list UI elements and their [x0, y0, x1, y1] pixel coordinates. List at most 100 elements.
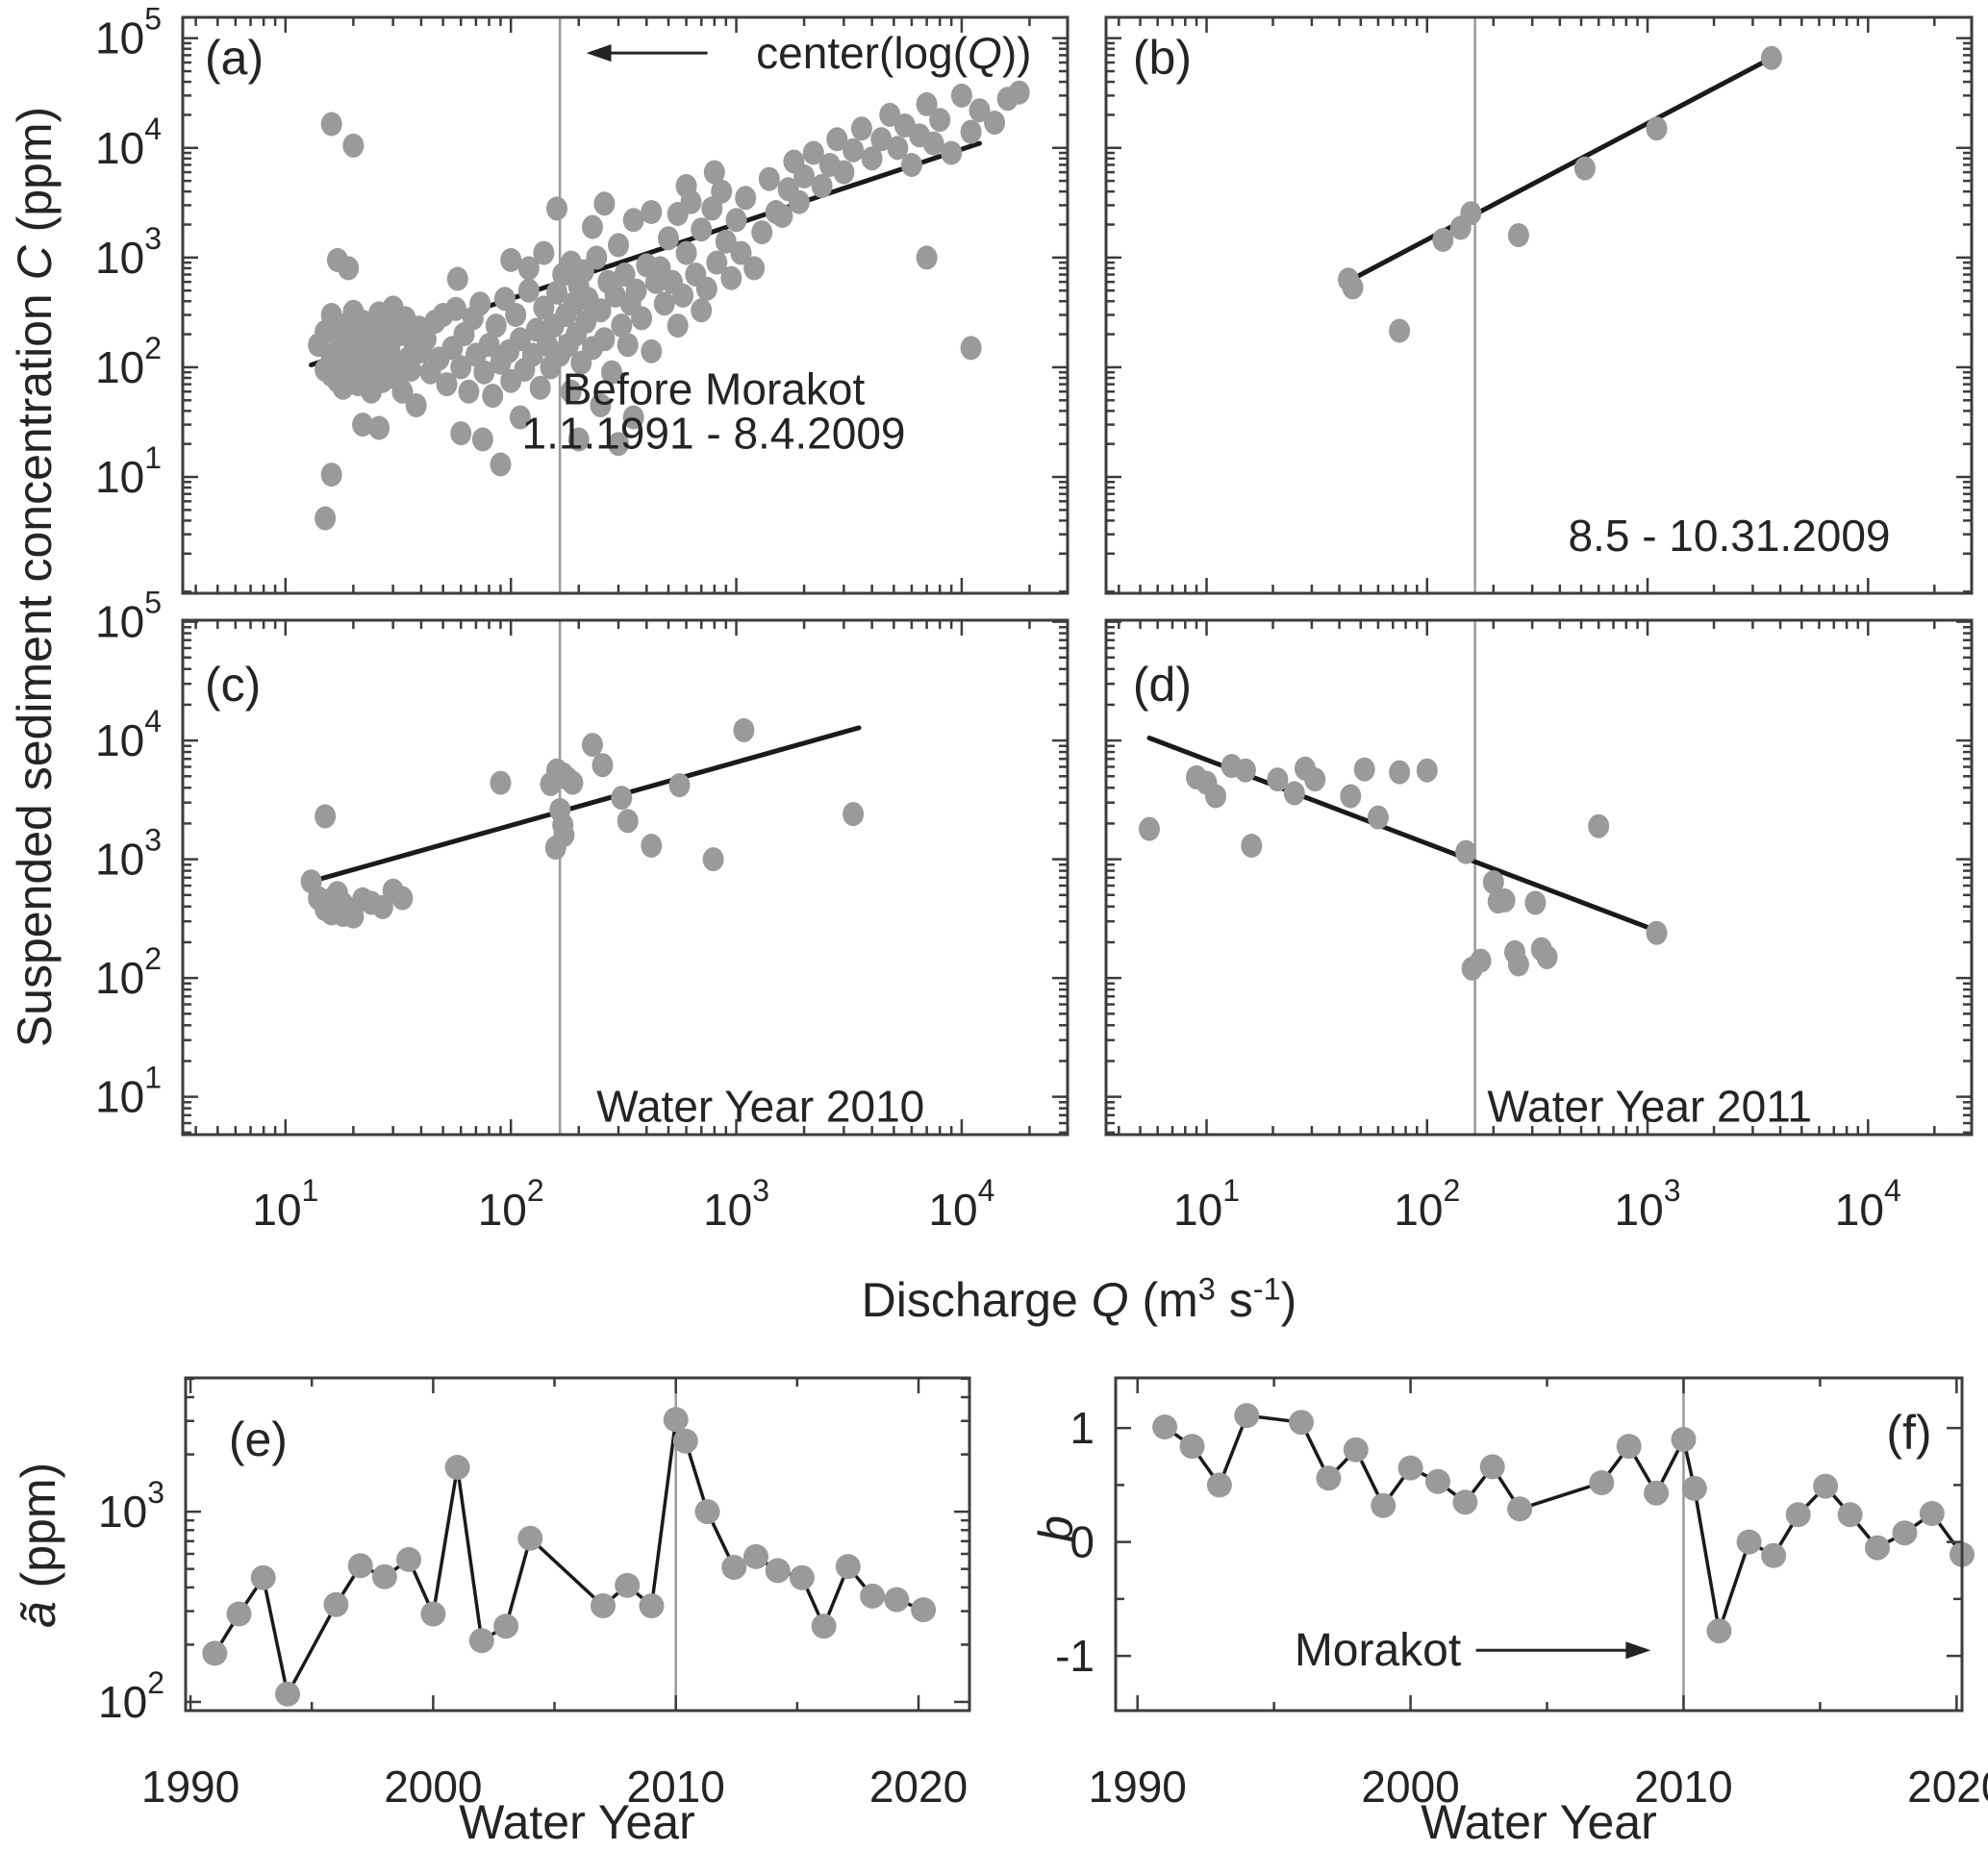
label-part: Q — [1091, 1273, 1129, 1327]
data-point — [691, 217, 713, 242]
data-point — [1482, 870, 1504, 894]
data-point — [517, 278, 540, 303]
data-point — [562, 770, 584, 795]
period-title: Before Morakot — [563, 363, 866, 413]
data-point — [622, 208, 644, 233]
panel-box — [181, 15, 1069, 595]
x-axis-label-discharge: Discharge Q (m3 s-1) — [862, 1273, 1297, 1327]
data-point — [505, 303, 527, 327]
data-point — [1865, 1535, 1890, 1561]
data-point — [405, 393, 427, 417]
data-point — [352, 413, 374, 438]
panel-c: 101 102 103 104 101 102 103 104 105 Water Year 20… — [95, 586, 1069, 1235]
panel-letter: (b) — [1133, 31, 1192, 85]
data-point — [391, 886, 414, 911]
data-point — [1892, 1520, 1918, 1546]
data-point — [420, 1601, 446, 1627]
data-point — [202, 1640, 228, 1666]
data-point — [969, 98, 991, 123]
data-point — [835, 1554, 861, 1580]
tick-label: 0 — [1069, 1517, 1095, 1567]
data-point — [1589, 1470, 1615, 1495]
panel-letter: (e) — [229, 1413, 288, 1466]
data-point — [1416, 758, 1438, 783]
panel-box — [1114, 1376, 1964, 1713]
tick-label: 103 — [98, 1475, 164, 1537]
tick-label: 1990 — [141, 1762, 239, 1812]
tick-label: 102 — [98, 1665, 164, 1727]
tick-label: 2020 — [869, 1762, 968, 1812]
data-point — [509, 405, 531, 430]
data-point — [1432, 228, 1454, 252]
data-point — [1241, 834, 1263, 858]
data-point — [478, 333, 500, 358]
data-point — [400, 358, 422, 382]
data-point — [765, 1558, 791, 1584]
data-point — [826, 127, 848, 152]
data-point — [615, 1572, 641, 1598]
panel-box — [181, 618, 1069, 1137]
data-point — [320, 112, 342, 137]
data-point — [591, 753, 614, 778]
data-point — [725, 208, 747, 233]
data-point — [575, 310, 597, 335]
panel-box — [184, 1376, 971, 1713]
data-point — [721, 1555, 747, 1580]
data-point — [1706, 1618, 1732, 1644]
data-point — [715, 229, 737, 254]
data-point — [1507, 223, 1529, 248]
tick-label: 104 — [95, 704, 162, 765]
data-point — [916, 91, 938, 116]
series-points — [1152, 1403, 1975, 1644]
label-part: ã — [12, 1601, 65, 1629]
tick-label: 102 — [95, 331, 162, 392]
data-point — [984, 111, 1006, 135]
data-point — [1008, 80, 1030, 105]
scatter-points — [308, 80, 1030, 531]
data-point — [1494, 888, 1516, 913]
data-point — [711, 179, 733, 204]
data-point — [641, 338, 663, 363]
data-point — [1507, 1496, 1533, 1522]
data-point — [675, 173, 697, 198]
data-point — [884, 1587, 910, 1613]
data-point — [450, 421, 472, 446]
data-point — [625, 278, 647, 303]
period-title: Water Year 2011 — [1487, 1082, 1812, 1132]
data-point — [675, 240, 697, 265]
data-point — [860, 1583, 886, 1609]
data-point — [720, 265, 742, 290]
data-point — [631, 306, 653, 331]
data-point — [445, 296, 466, 321]
data-point — [517, 1525, 543, 1551]
data-point — [672, 1428, 698, 1454]
data-point — [1479, 1454, 1505, 1480]
data-point — [517, 256, 540, 281]
data-point — [611, 786, 633, 811]
data-point — [622, 405, 644, 430]
data-point — [315, 804, 337, 829]
data-point — [1837, 1502, 1863, 1528]
data-point — [436, 372, 458, 397]
label-part: C — [8, 245, 62, 281]
tick-label: 102 — [478, 1173, 544, 1235]
scatter-points — [1338, 45, 1782, 343]
tick-label: 1 — [1069, 1403, 1095, 1453]
data-point — [735, 186, 757, 211]
data-point — [1234, 1403, 1260, 1429]
data-point — [833, 160, 855, 185]
data-point — [1343, 1437, 1369, 1463]
data-point — [1397, 1455, 1423, 1481]
data-point — [733, 717, 755, 742]
data-point — [879, 102, 901, 127]
tick-label: 101 — [95, 1061, 162, 1122]
data-point — [444, 1455, 470, 1480]
data-point — [1588, 813, 1610, 838]
data-point — [950, 83, 972, 108]
data-point — [315, 506, 337, 531]
data-point — [641, 200, 663, 224]
data-point — [371, 1563, 397, 1589]
label-part: b — [1029, 1515, 1083, 1542]
data-point — [611, 313, 633, 338]
